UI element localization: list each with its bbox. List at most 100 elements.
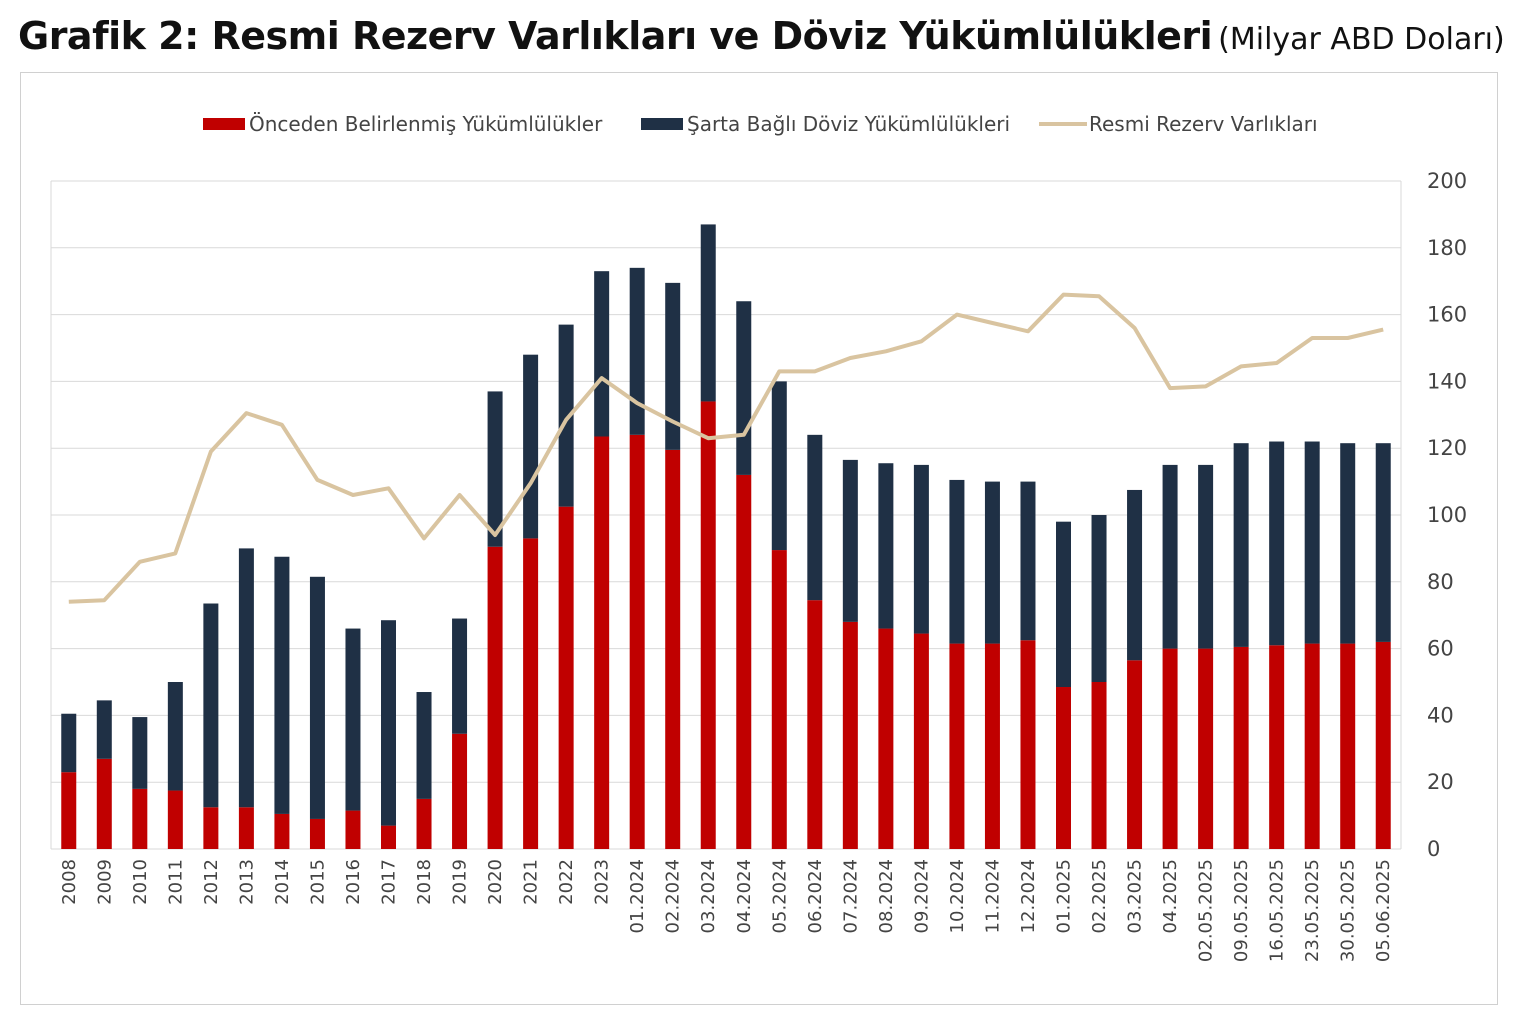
- bar-predetermined: [878, 628, 894, 849]
- reserve-assets-line: [68, 292, 1384, 604]
- bar-predetermined: [1304, 643, 1320, 849]
- bar-predetermined: [594, 436, 610, 849]
- y-tick-label: 180: [1427, 236, 1467, 260]
- bar-contingent: [984, 481, 1000, 644]
- bar-predetermined: [61, 772, 77, 849]
- bar-predetermined: [1056, 687, 1071, 849]
- legend-label: Şarta Bağlı Döviz Yükümlülükleri: [687, 112, 1010, 136]
- bar-contingent: [167, 682, 183, 791]
- x-tick-label: 05.06.2025: [1373, 859, 1394, 962]
- bar-predetermined: [96, 758, 112, 849]
- bar-contingent: [203, 603, 219, 808]
- x-tick-label: 2012: [201, 859, 222, 905]
- bar-contingent: [96, 700, 112, 759]
- y-tick-label: 160: [1427, 303, 1467, 327]
- bar-contingent: [736, 301, 752, 475]
- bar-predetermined: [1091, 682, 1107, 849]
- y-tick-label: 40: [1427, 703, 1454, 727]
- bar-contingent: [1162, 464, 1178, 649]
- y-tick-label: 0: [1427, 837, 1440, 861]
- x-tick-label: 12.2024: [1018, 859, 1039, 933]
- bar-predetermined: [523, 538, 539, 849]
- x-tick-label: 11.2024: [982, 859, 1003, 933]
- x-tick-label: 2017: [379, 859, 400, 905]
- bar-predetermined: [381, 825, 396, 849]
- bar-predetermined: [238, 807, 254, 849]
- x-tick-label: 03.2024: [698, 859, 719, 933]
- bar-contingent: [1020, 481, 1036, 641]
- bar-contingent: [842, 459, 858, 622]
- bar-predetermined: [167, 790, 183, 849]
- bar-contingent: [523, 354, 539, 539]
- bar-contingent: [238, 548, 254, 808]
- y-tick-label: 200: [1427, 169, 1467, 193]
- bar-contingent: [1091, 515, 1107, 682]
- bar-predetermined: [1162, 648, 1178, 849]
- x-tick-label: 2011: [165, 859, 186, 905]
- x-tick-label: 16.05.2025: [1267, 859, 1288, 962]
- x-tick-label: 01.2024: [627, 859, 648, 933]
- x-tick-label: 09.05.2025: [1231, 859, 1252, 962]
- y-tick-label: 80: [1427, 570, 1454, 594]
- x-tick-label: 2022: [556, 859, 577, 905]
- chart-title: Grafik 2: Resmi Rezerv Varlıkları ve Döv…: [18, 14, 1213, 58]
- bar-predetermined: [132, 788, 148, 849]
- x-tick-label: 02.2024: [663, 859, 684, 933]
- x-tick-label: 04.2025: [1160, 859, 1181, 933]
- x-tick-label: 02.2025: [1089, 859, 1110, 933]
- x-tick-label: 2018: [414, 859, 435, 905]
- bar-contingent: [594, 271, 610, 437]
- bar-predetermined: [1375, 641, 1391, 849]
- x-tick-label: 2014: [272, 859, 293, 905]
- chart-title-row: Grafik 2: Resmi Rezerv Varlıkları ve Döv…: [18, 14, 1505, 58]
- bar-predetermined: [558, 506, 574, 849]
- bar-contingent: [1304, 441, 1320, 644]
- bar-contingent: [1375, 443, 1391, 642]
- bar-predetermined: [842, 621, 858, 849]
- chart-frame: Önceden Belirlenmiş Yükümlülükler Şarta B…: [20, 72, 1498, 1005]
- chart-svg: Önceden Belirlenmiş Yükümlülükler Şarta B…: [50, 112, 1467, 962]
- bar-contingent: [1127, 489, 1143, 661]
- x-tick-label: 2013: [236, 859, 257, 905]
- bar-predetermined: [771, 550, 787, 849]
- bar-contingent: [558, 324, 574, 507]
- bar-contingent: [665, 282, 681, 450]
- x-tick-label: 2020: [485, 859, 506, 905]
- bar-contingent: [274, 556, 290, 814]
- bar-contingent: [949, 479, 965, 644]
- bar-predetermined: [807, 600, 823, 849]
- bar-predetermined: [665, 449, 681, 849]
- x-tick-label: 2009: [94, 859, 115, 905]
- y-tick-label: 60: [1427, 637, 1454, 661]
- bar-predetermined: [1340, 643, 1356, 849]
- bar-predetermined: [452, 733, 468, 849]
- bar-predetermined: [700, 401, 716, 849]
- bar-predetermined: [416, 798, 432, 849]
- bar-contingent: [1233, 443, 1249, 647]
- bar-predetermined: [345, 810, 361, 849]
- bar-predetermined: [629, 434, 645, 849]
- bar-contingent: [132, 717, 148, 789]
- x-tick-label: 2016: [343, 859, 364, 905]
- bar-predetermined: [1127, 660, 1143, 849]
- x-tick-label: 30.05.2025: [1338, 859, 1359, 962]
- bar-predetermined: [309, 818, 325, 849]
- bar-predetermined: [274, 813, 290, 849]
- x-tick-label: 2010: [130, 859, 151, 905]
- x-tick-label: 2015: [307, 859, 328, 905]
- y-tick-label: 120: [1427, 436, 1467, 460]
- bar-contingent: [771, 381, 787, 551]
- bar-contingent: [345, 628, 361, 811]
- bars: [61, 224, 1391, 849]
- bar-contingent: [452, 618, 468, 734]
- y-tick-label: 20: [1427, 770, 1454, 794]
- legend-swatch: [641, 118, 683, 130]
- x-tick-label: 2023: [592, 859, 613, 905]
- bar-predetermined: [984, 643, 1000, 849]
- legend-swatch: [203, 118, 245, 130]
- bar-predetermined: [736, 474, 752, 849]
- x-tick-label: 02.05.2025: [1196, 859, 1217, 962]
- x-tick-label: 2019: [450, 859, 471, 905]
- chart-unit: (Milyar ABD Doları): [1218, 22, 1505, 57]
- bar-contingent: [61, 713, 77, 773]
